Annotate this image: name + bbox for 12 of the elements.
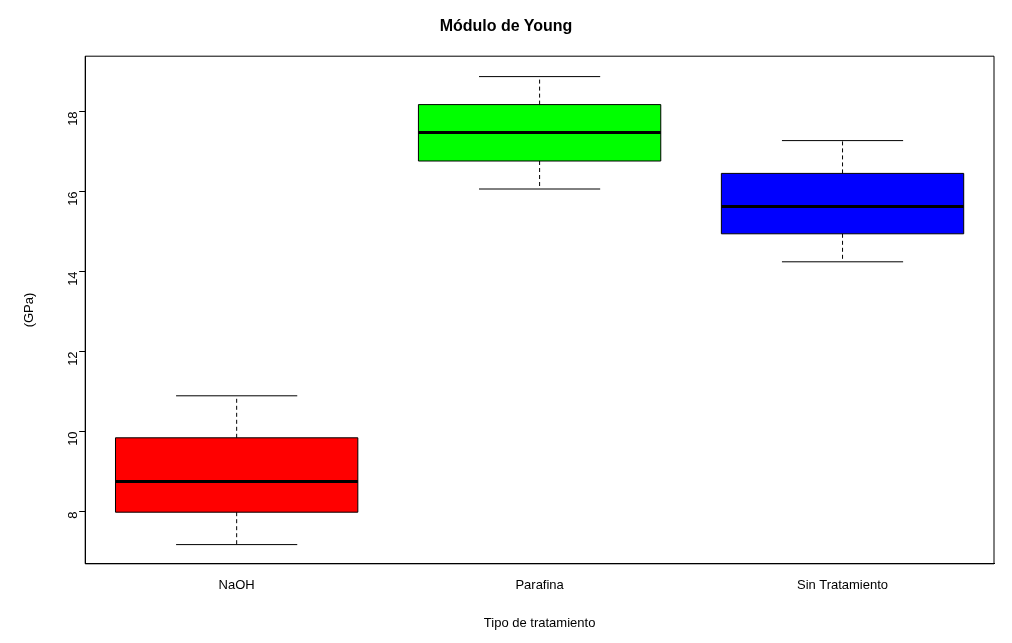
- y-tick-label: 14: [64, 271, 80, 286]
- x-tick-label: NaOH: [218, 577, 255, 593]
- y-tick-label: 16: [64, 191, 80, 206]
- x-tick-label: Parafina: [515, 577, 565, 593]
- y-tick-label: 10: [64, 431, 80, 446]
- x-axis-title: Tipo de tratamiento: [483, 614, 596, 630]
- y-tick-label: 8: [64, 511, 80, 519]
- chart-title: Módulo de Young: [439, 17, 573, 35]
- y-axis-title: (GPa): [21, 292, 37, 328]
- y-tick-label: 18: [64, 111, 80, 126]
- y-tick-label: 12: [64, 351, 80, 366]
- x-tick-label: Sin Tratamiento: [797, 577, 889, 593]
